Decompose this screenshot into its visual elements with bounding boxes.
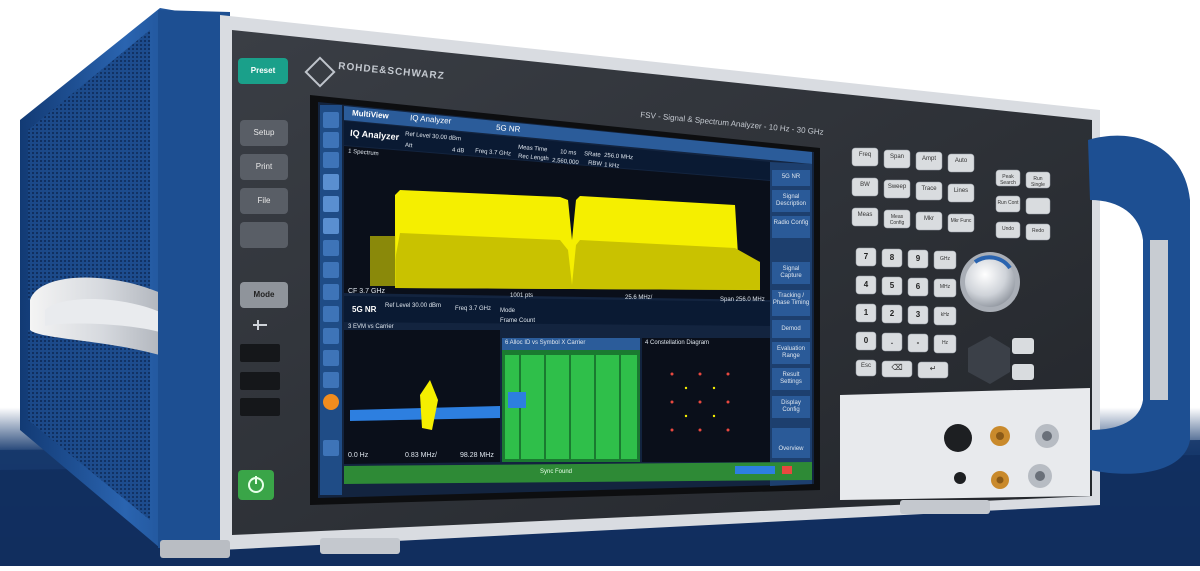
key-enter[interactable]: ↵ [929, 364, 937, 373]
key-meas-config[interactable]: Meas Config [889, 214, 905, 226]
softkey-5g-nr[interactable]: 5G NR [781, 174, 801, 180]
softkey-result-settings[interactable]: Result Settings [780, 372, 802, 385]
key-7[interactable]: 7 [863, 252, 869, 261]
key-5[interactable]: 5 [889, 281, 895, 290]
upper-center-freq: CF 3.7 GHz [348, 288, 385, 295]
key-trace[interactable]: Trace [921, 186, 937, 192]
softkey-tracking[interactable]: Tracking / Phase Timing [772, 293, 810, 306]
preset-button [238, 58, 288, 84]
mode-button[interactable]: Mode [253, 290, 275, 299]
softkey-signal-description[interactable]: Signal Description [775, 194, 806, 207]
rotary-knob[interactable] [962, 254, 1018, 310]
evm-title: 3 EVM vs Carrier [348, 324, 394, 330]
key-4[interactable]: 4 [863, 280, 869, 289]
lower-frame-count: Frame Count [500, 318, 536, 324]
key-run-cont[interactable]: Run Cont [997, 200, 1019, 206]
key-ghz[interactable]: GHz [940, 256, 950, 262]
key-span[interactable]: Span [889, 154, 904, 160]
key-minus[interactable]: - [916, 338, 920, 347]
evm-axis-mid: 0.83 MHz/ [405, 452, 437, 459]
lower-freq: Freq 3.7 GHz [455, 306, 492, 312]
constellation-title: 4 Constellation Diagram [645, 340, 710, 346]
upper-rbw-value: 1 kHz [603, 162, 620, 170]
upper-att-value: 4 dB [451, 147, 465, 155]
key-8[interactable]: 8 [889, 253, 895, 262]
file-button[interactable]: File [257, 196, 271, 205]
preset-button-label[interactable]: Preset [250, 66, 276, 75]
key-khz[interactable]: kHz [940, 312, 950, 318]
key-1[interactable]: 1 [863, 308, 869, 317]
key-peak-search[interactable]: Peak Search [1000, 174, 1016, 186]
lower-ref-level: Ref Level 30.00 dBm [385, 303, 442, 309]
key-backspace[interactable]: ⌫ [891, 363, 903, 372]
key-auto[interactable]: Auto [954, 158, 968, 164]
key-3[interactable]: 3 [915, 310, 921, 319]
key-mkr[interactable]: Mkr [924, 216, 934, 222]
lower-mode: Mode [500, 308, 516, 314]
key-ampt[interactable]: Ampt [921, 156, 936, 162]
softkey-overview[interactable]: Overview [778, 446, 804, 452]
key-esc[interactable]: Esc [860, 363, 871, 369]
softkey-demod[interactable]: Demod [781, 326, 801, 332]
setup-button[interactable]: Setup [253, 128, 275, 137]
key-9[interactable]: 9 [915, 254, 921, 263]
key-mkr-func[interactable]: Mkr Func [950, 218, 972, 224]
upper-meas-time-value: 10 ms [559, 149, 577, 157]
key-freq[interactable]: Freq [858, 152, 872, 158]
key-meas[interactable]: Meas [857, 212, 873, 218]
key-sweep[interactable]: Sweep [887, 184, 907, 190]
key-hz[interactable]: Hz [941, 340, 949, 346]
alloc-title: 6 Alloc ID vs Symbol X Carrier [505, 340, 586, 346]
upper-points: 1001 pts [510, 293, 534, 299]
key-run-single[interactable]: Run Single [1031, 176, 1045, 188]
power-button [238, 470, 274, 500]
arrow-keys[interactable] [968, 336, 1010, 384]
key-mhz[interactable]: MHz [939, 284, 951, 290]
key-0[interactable]: 0 [863, 336, 869, 345]
key-dot[interactable]: . [890, 337, 894, 346]
key-lines[interactable]: Lines [953, 188, 969, 194]
upper-div: 25.6 MHz/ [625, 295, 653, 301]
softkey-evaluation-range[interactable]: Evaluation Range [776, 346, 806, 359]
softkey-display-config[interactable]: Display Config [781, 400, 801, 413]
key-2[interactable]: 2 [889, 309, 895, 318]
upper-att: Att [404, 142, 413, 150]
rf-input-connector[interactable] [1035, 424, 1059, 448]
key-6[interactable]: 6 [915, 282, 921, 291]
print-button[interactable]: Print [255, 162, 273, 171]
key-redo[interactable]: Redo [1032, 228, 1044, 234]
softkey-signal-capture[interactable]: Signal Capture [780, 266, 802, 279]
upper-rbw: RBW [587, 160, 603, 168]
softkey-radio-config[interactable]: Radio Config [773, 220, 809, 226]
evm-axis-right: 98.28 MHz [460, 452, 494, 459]
evm-axis-left: 0.0 Hz [348, 452, 369, 459]
key-bw[interactable]: BW [860, 182, 870, 188]
status-sync: Sync Found [540, 469, 573, 475]
lower-title: 5G NR [352, 305, 377, 314]
upper-span: Span 256.0 MHz [720, 297, 765, 303]
key-undo[interactable]: Undo [1002, 226, 1014, 232]
